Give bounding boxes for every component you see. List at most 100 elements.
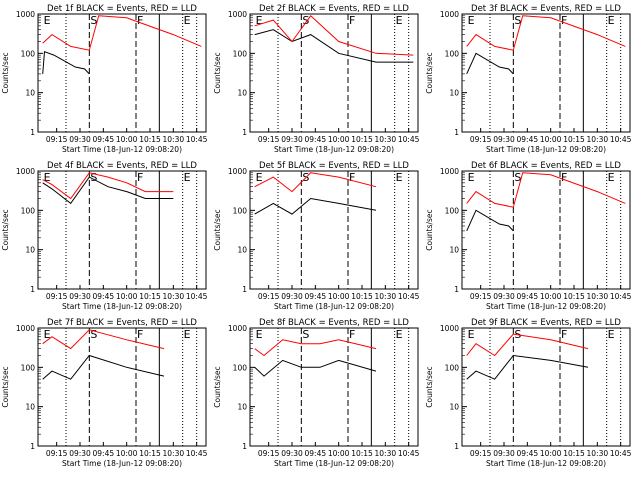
chart-panel: Det 5f BLACK = Events, RED = LLD Counts/s… [213,161,420,311]
x-tick-label: 09:30 [493,449,515,458]
interval-marker: E [608,328,615,341]
interval-marker: S [514,171,521,184]
y-tick-label: 10 [449,403,459,412]
interval-marker: F [137,14,143,27]
series-line [466,333,589,357]
x-tick-label: 09:45 [93,449,115,458]
interval-marker: E [608,14,615,27]
series-line [466,15,626,51]
plot-frame [461,170,631,290]
x-tick-label: 09:45 [93,292,115,301]
x-tick-label: 10:30 [375,449,397,458]
y-tick-label: 1000 [228,324,247,333]
interval-marker: E [608,171,615,184]
interval-marker: F [561,328,567,341]
x-tick-label: 10:00 [116,135,138,144]
x-tick-label: 10:00 [328,449,350,458]
series-line [254,29,414,63]
series-line [466,209,514,232]
y-tick-label: 10 [237,246,247,255]
y-tick-label: 1 [454,128,459,137]
y-axis-label: Counts/sec [213,209,222,250]
interval-marker: F [561,171,567,184]
y-tick-label: 10 [25,403,35,412]
x-axis-label: Start Time (18-Jun-12 09:08:20) [274,459,394,468]
y-tick-label: 100 [445,49,460,58]
x-tick-label: 09:30 [281,292,303,301]
interval-marker: E [44,14,51,27]
y-tick-label: 1 [242,128,247,137]
chart-title: Det 4f BLACK = Events, RED = LLD [47,161,197,171]
x-tick-label: 10:00 [540,135,562,144]
series-line [466,172,626,208]
x-tick-label: 10:45 [186,135,208,144]
y-tick-label: 1000 [16,10,35,19]
y-axis-label: Counts/sec [1,209,10,250]
y-axis-label: Counts/sec [425,209,434,250]
x-tick-label: 10:45 [398,135,420,144]
y-axis-label: Counts/sec [213,366,222,407]
x-tick-label: 09:45 [517,449,539,458]
x-tick-label: 10:45 [610,292,632,301]
x-tick-label: 10:45 [186,449,208,458]
y-tick-label: 10 [449,246,459,255]
series-line [254,339,377,357]
x-tick-label: 09:15 [258,135,280,144]
x-tick-label: 09:45 [305,449,327,458]
y-tick-label: 1 [30,285,35,294]
x-axis-label: Start Time (18-Jun-12 09:08:20) [62,459,182,468]
y-tick-label: 1 [30,442,35,451]
chart-title: Det 1f BLACK = Events, RED = LLD [47,4,197,14]
interval-marker: E [184,14,191,27]
x-axis-label: Start Time (18-Jun-12 09:08:20) [486,145,606,154]
chart-title: Det 8f BLACK = Events, RED = LLD [259,318,409,328]
chart-panel: Det 3f BLACK = Events, RED = LLD Counts/s… [425,4,632,154]
x-tick-label: 09:15 [258,292,280,301]
interval-marker: S [90,171,97,184]
interval-marker: F [349,14,355,27]
x-tick-label: 09:45 [517,292,539,301]
interval-marker: S [302,328,309,341]
x-axis-label: Start Time (18-Jun-12 09:08:20) [62,302,182,311]
x-tick-label: 10:45 [398,292,420,301]
x-tick-label: 10:30 [587,449,609,458]
x-tick-label: 10:15 [139,135,161,144]
x-tick-label: 10:30 [375,292,397,301]
interval-marker: E [44,171,51,184]
y-tick-label: 100 [445,206,460,215]
y-tick-label: 1 [242,285,247,294]
y-axis-label: Counts/sec [1,52,10,93]
plot-frame [37,327,207,447]
plot-frame [37,13,207,133]
plot-frame [249,327,419,447]
x-tick-label: 09:15 [258,449,280,458]
x-tick-label: 10:45 [610,135,632,144]
y-axis-label: Counts/sec [213,52,222,93]
x-tick-label: 09:45 [93,135,115,144]
chart-title: Det 5f BLACK = Events, RED = LLD [259,161,409,171]
x-tick-label: 09:30 [69,292,91,301]
x-tick-label: 10:30 [163,449,185,458]
series-line [254,172,377,193]
chart-title: Det 2f BLACK = Events, RED = LLD [259,4,409,14]
interval-marker: E [396,328,403,341]
y-tick-label: 1000 [440,10,459,19]
chart-title: Det 9f BLACK = Events, RED = LLD [471,318,621,328]
interval-marker: E [256,14,263,27]
y-axis-label: Counts/sec [425,52,434,93]
series-line [254,15,414,56]
x-axis-label: Start Time (18-Jun-12 09:08:20) [486,459,606,468]
y-tick-label: 1 [454,442,459,451]
y-tick-label: 10 [237,89,247,98]
x-tick-label: 09:30 [493,292,515,301]
plot-frame [461,13,631,133]
x-axis-label: Start Time (18-Jun-12 09:08:20) [486,302,606,311]
interval-marker: F [561,14,567,27]
interval-marker: E [396,14,403,27]
chart-panel: Det 7f BLACK = Events, RED = LLD Counts/s… [1,318,208,468]
x-axis-label: Start Time (18-Jun-12 09:08:20) [274,145,394,154]
interval-marker: E [468,14,475,27]
y-tick-label: 1000 [228,10,247,19]
interval-marker: E [396,171,403,184]
x-tick-label: 10:30 [587,135,609,144]
